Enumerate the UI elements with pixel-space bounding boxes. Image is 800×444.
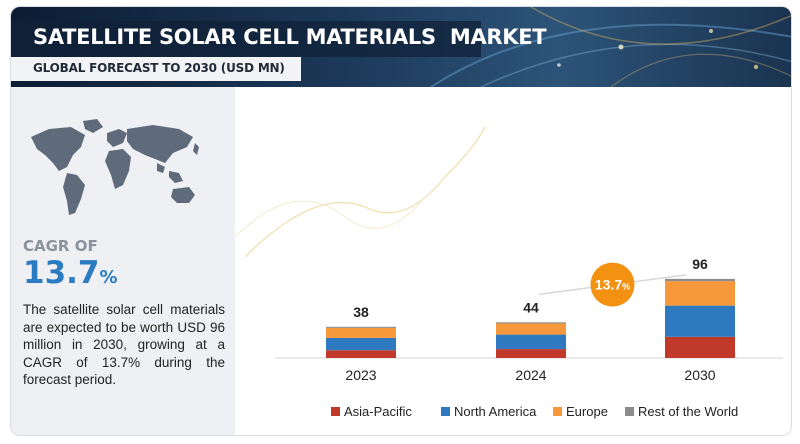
bar-segment-rest-of-the-world-2030 bbox=[665, 278, 735, 282]
left-info-panel: CAGR OF 13.7% The satellite solar cell m… bbox=[11, 87, 235, 435]
world-map-icon bbox=[31, 119, 199, 215]
legend-label-europe: Europe bbox=[566, 404, 608, 419]
bar-segment-north-america-2023 bbox=[326, 337, 396, 351]
legend-swatch-europe bbox=[553, 407, 562, 416]
bar-segment-asia-pacific-2023 bbox=[326, 350, 396, 358]
legend-label-asia-pacific: Asia-Pacific bbox=[344, 404, 412, 419]
bar-segment-europe-2024 bbox=[496, 323, 566, 335]
bar-segment-asia-pacific-2030 bbox=[665, 336, 735, 358]
decorative-curve bbox=[244, 126, 486, 258]
legend-label-rest-of-the-world: Rest of the World bbox=[638, 404, 738, 419]
cagr-percent-sign: % bbox=[99, 267, 118, 288]
total-label-2024: 44 bbox=[523, 299, 539, 315]
total-label-2023: 38 bbox=[353, 304, 369, 320]
decorative-curve bbox=[235, 196, 426, 238]
page-title: SATELLITE SOLAR CELL MATERIALS MARKET bbox=[33, 25, 547, 49]
market-description: The satellite solar cell materials are e… bbox=[23, 302, 225, 387]
cagr-badge bbox=[590, 262, 635, 307]
legend-label-north-america: North America bbox=[454, 404, 537, 419]
header-background-art bbox=[430, 7, 791, 87]
bar-segment-europe-2023 bbox=[326, 327, 396, 338]
page-subtitle: GLOBAL FORECAST TO 2030 (USD MN) bbox=[33, 61, 285, 75]
bar-segment-asia-pacific-2024 bbox=[496, 349, 566, 358]
x-tick-label-2024: 2024 bbox=[515, 367, 546, 383]
infographic-frame: SATELLITE SOLAR CELL MATERIALS MARKET GL… bbox=[10, 6, 792, 436]
cagr-value: 13.7% bbox=[23, 255, 118, 291]
bar-segment-north-america-2024 bbox=[496, 334, 566, 350]
bar-segment-europe-2030 bbox=[665, 281, 735, 306]
bar-segment-north-america-2030 bbox=[665, 305, 735, 337]
title-background bbox=[11, 21, 481, 57]
cagr-label: CAGR OF bbox=[23, 237, 98, 255]
cagr-badge-label: 13.7% bbox=[595, 277, 630, 293]
subtitle-background bbox=[11, 57, 301, 81]
x-tick-label-2023: 2023 bbox=[345, 367, 376, 383]
legend-swatch-asia-pacific bbox=[331, 407, 340, 416]
legend-swatch-rest-of-the-world bbox=[625, 407, 634, 416]
bar-segment-rest-of-the-world-2023 bbox=[326, 326, 396, 328]
cagr-number: 13.7 bbox=[23, 255, 100, 291]
legend-swatch-north-america bbox=[441, 407, 450, 416]
header-banner: SATELLITE SOLAR CELL MATERIALS MARKET GL… bbox=[11, 7, 791, 87]
x-tick-label-2030: 2030 bbox=[684, 367, 715, 383]
total-label-2030: 96 bbox=[692, 256, 708, 272]
stacked-bar-chart: 38 2023 44 2024 96 2030 13.7% Asia-Pacific Nor… bbox=[235, 126, 783, 419]
bar-segment-rest-of-the-world-2024 bbox=[496, 322, 566, 324]
